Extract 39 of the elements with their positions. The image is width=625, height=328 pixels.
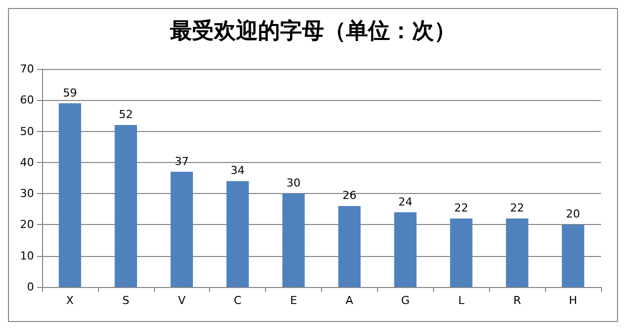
x-tick-label: H (568, 294, 578, 307)
y-tick-label: 60 (20, 94, 34, 107)
bar (562, 224, 584, 287)
data-label: 22 (510, 201, 524, 214)
y-tick-label: 30 (20, 187, 34, 200)
data-label: 52 (118, 108, 133, 122)
data-label: 30 (286, 176, 301, 190)
data-label: 26 (342, 189, 356, 202)
bar (282, 194, 305, 287)
x-tick-label: X (66, 294, 74, 307)
bar (170, 172, 193, 287)
data-label: 34 (230, 164, 245, 178)
bar (338, 206, 361, 287)
y-tick-label: 50 (20, 124, 34, 138)
y-tick-label: 0 (27, 280, 34, 294)
data-label: 20 (566, 208, 580, 221)
data-label: 37 (174, 154, 189, 168)
x-tick-label: C (234, 294, 242, 307)
x-tick-label: S (122, 294, 130, 307)
x-tick-label: G (401, 294, 410, 307)
bar (450, 218, 472, 287)
y-tick-label: 20 (20, 218, 34, 232)
x-tick-label: E (290, 294, 298, 307)
data-label: 22 (454, 201, 468, 214)
bar (58, 103, 82, 287)
x-tick-label: A (346, 294, 354, 307)
bar (394, 212, 417, 287)
x-tick-label: L (458, 294, 466, 307)
y-tick-label: 70 (20, 62, 34, 76)
bar (226, 181, 249, 287)
x-tick-label: V (178, 294, 186, 307)
chart-title: 最受欢迎的字母（单位：次） (169, 18, 456, 44)
y-tick-label: 40 (20, 156, 34, 169)
bar (506, 218, 528, 287)
bar (114, 125, 138, 287)
x-tick-label: R (513, 294, 522, 307)
y-tick-label: 10 (20, 249, 34, 262)
data-label: 24 (398, 195, 412, 208)
data-label: 59 (62, 86, 77, 100)
